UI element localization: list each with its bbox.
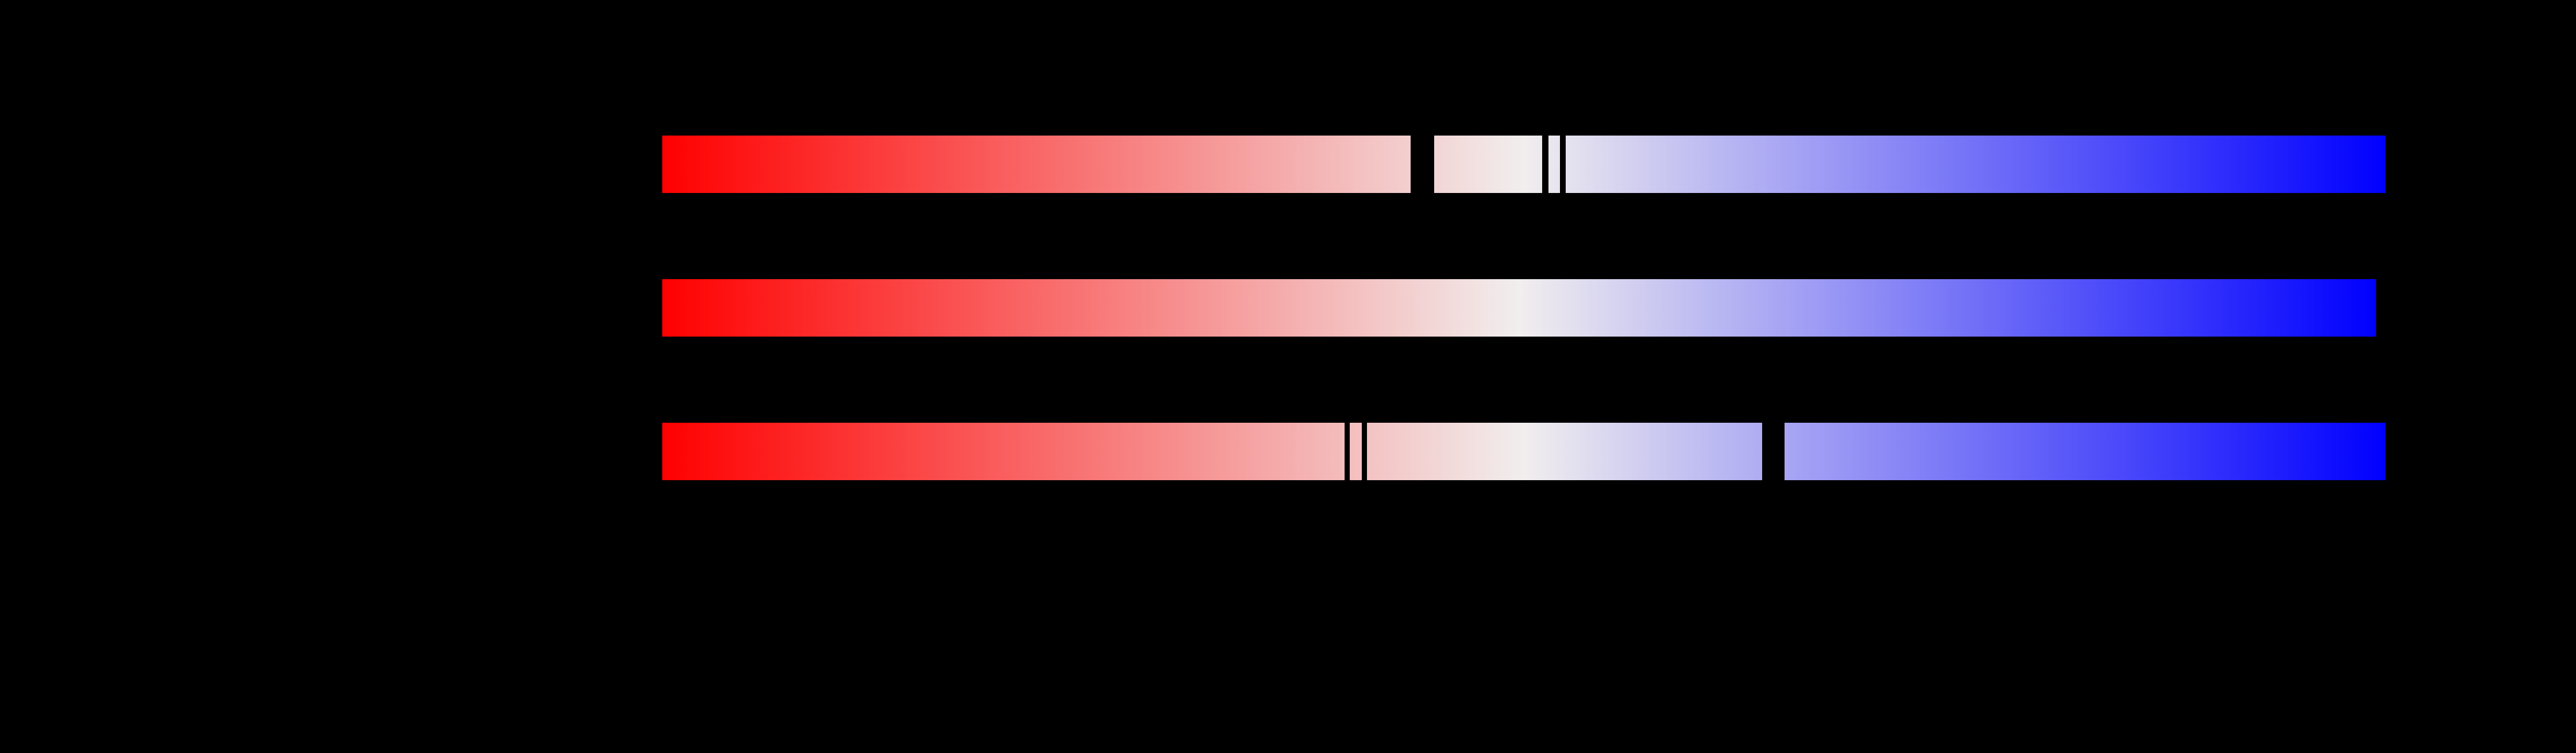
break-marker [1762,423,1785,480]
break-marker [1411,136,1434,193]
break-marker [1345,423,1350,480]
break-marker [1362,423,1367,480]
gradient-colorbar-strip-3 [662,423,2385,480]
break-marker [1542,136,1548,193]
gradient-colorbar-strip-2 [662,279,2376,337]
break-marker [1560,136,1566,193]
gradient-colorbar-strip-1 [662,136,2385,193]
